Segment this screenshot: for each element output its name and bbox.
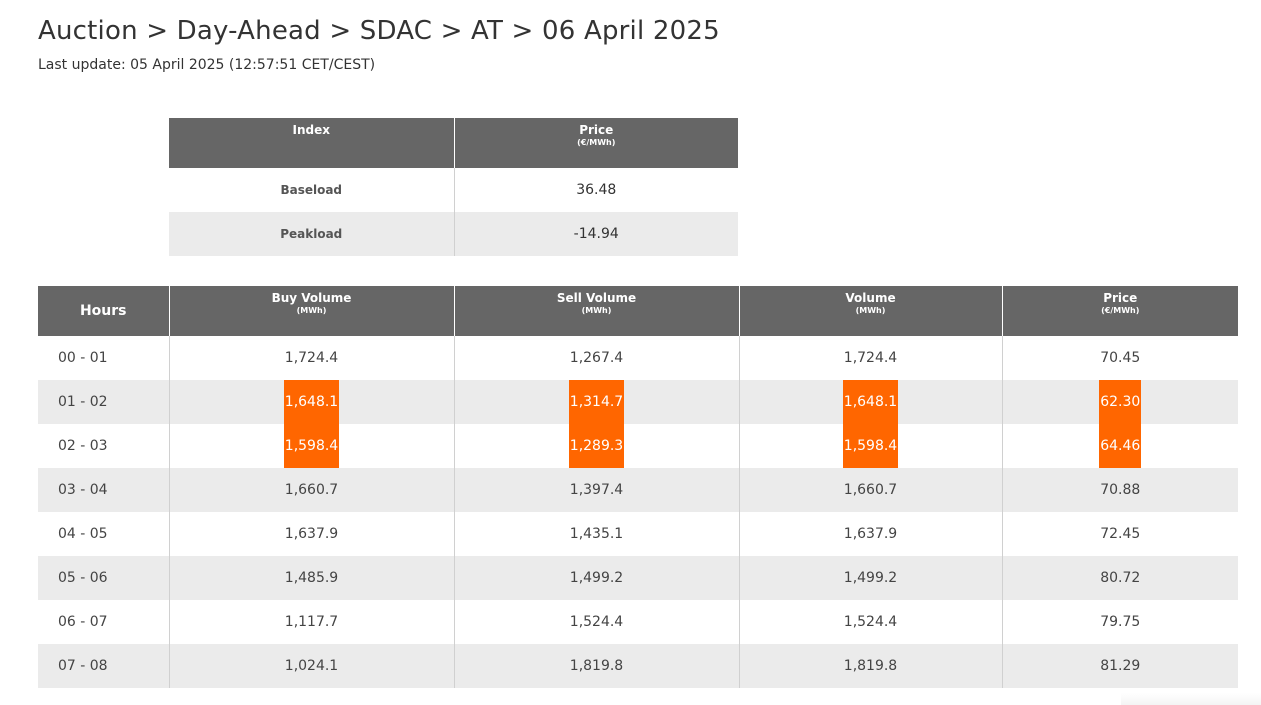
sell-volume-cell: 1,524.4 (454, 600, 740, 644)
volume-cell: 1,598.4 (739, 424, 1003, 468)
header-label: Price (1103, 291, 1138, 305)
volume-cell: 1,819.8 (739, 644, 1003, 688)
table-row: 03 - 04 1,660.7 1,397.4 1,660.7 70.88 (38, 468, 1238, 512)
price-cell: 62.30 (1002, 380, 1238, 424)
hours-cell: 02 - 03 (38, 424, 170, 468)
index-price-cell: -14.94 (454, 212, 738, 256)
scroll-shadow (1121, 693, 1261, 705)
header-label: Volume (845, 291, 896, 305)
header-unit: (€/MWh) (1101, 306, 1140, 315)
buy-volume-cell: 1,637.9 (169, 512, 455, 556)
volume-cell: 1,637.9 (739, 512, 1003, 556)
sell-volume-cell: 1,435.1 (454, 512, 740, 556)
highlighted-value: 1,598.4 (842, 424, 899, 468)
sell-volume-cell: 1,267.4 (454, 336, 740, 380)
sell-volume-cell: 1,314.7 (454, 380, 740, 424)
price-cell: 81.29 (1002, 644, 1238, 688)
header-unit: (MWh) (296, 306, 327, 315)
index-name-cell: Baseload (169, 168, 455, 212)
index-row-peakload: Peakload -14.94 (169, 212, 738, 256)
sell-volume-cell: 1,289.3 (454, 424, 740, 468)
buy-volume-cell: 1,660.7 (169, 468, 455, 512)
buy-volume-cell: 1,724.4 (169, 336, 455, 380)
hours-cell: 03 - 04 (38, 468, 170, 512)
sell-volume-cell: 1,499.2 (454, 556, 740, 600)
highlighted-value: 1,289.3 (568, 424, 625, 468)
highlighted-value: 62.30 (1099, 380, 1142, 424)
index-table: Index Price (€/MWh) Baseload 36.48 Peakl… (169, 118, 738, 256)
last-update-text: Last update: 05 April 2025 (12:57:51 CET… (38, 57, 376, 73)
buy-volume-cell: 1,117.7 (169, 600, 455, 644)
sell-volume-column-header: Sell Volume (MWh) (454, 286, 740, 336)
table-row: 00 - 01 1,724.4 1,267.4 1,724.4 70.45 (38, 336, 1238, 380)
table-row: 06 - 07 1,117.7 1,524.4 1,524.4 79.75 (38, 600, 1238, 644)
buy-volume-cell: 1,024.1 (169, 644, 455, 688)
header-unit: (MWh) (581, 306, 612, 315)
price-cell: 72.45 (1100, 526, 1141, 542)
table-row: 02 - 03 1,598.4 1,289.3 1,598.4 64.46 (38, 424, 1238, 468)
index-price-cell: 36.48 (576, 182, 617, 198)
highlighted-value: 1,648.1 (842, 380, 899, 424)
table-row: 07 - 08 1,024.1 1,819.8 1,819.8 81.29 (38, 644, 1238, 688)
highlighted-value: 64.46 (1099, 424, 1142, 468)
index-table-header-row: Index Price (€/MWh) (169, 118, 738, 168)
hourly-results-table: Hours Buy Volume (MWh) Sell Volume (MWh)… (38, 286, 1238, 688)
price-cell: 80.72 (1002, 556, 1238, 600)
volume-cell: 1,524.4 (739, 600, 1003, 644)
hours-cell: 05 - 06 (38, 556, 170, 600)
price-cell: 64.46 (1002, 424, 1238, 468)
table-row: 04 - 05 1,637.9 1,435.1 1,637.9 72.45 (38, 512, 1238, 556)
buy-volume-cell: 1,485.9 (169, 556, 455, 600)
buy-volume-cell: 1,648.1 (169, 380, 455, 424)
volume-cell: 1,499.2 (739, 556, 1003, 600)
hours-cell: 06 - 07 (38, 600, 170, 644)
sell-volume-cell: 1,397.4 (454, 468, 740, 512)
hours-column-header: Hours (38, 286, 170, 336)
volume-column-header: Volume (MWh) (739, 286, 1003, 336)
hours-cell: 04 - 05 (38, 512, 170, 556)
header-label: Buy Volume (271, 291, 352, 305)
breadcrumb: Auction > Day-Ahead > SDAC > AT > 06 Apr… (38, 16, 720, 46)
volume-cell: 1,648.1 (739, 380, 1003, 424)
price-cell: 70.45 (1100, 350, 1141, 366)
hours-table-body: 00 - 01 1,724.4 1,267.4 1,724.4 70.45 01 - 02… (38, 336, 1238, 688)
buy-volume-cell: 1,598.4 (169, 424, 455, 468)
volume-cell: 1,724.4 (739, 336, 1003, 380)
volume-cell: 1,660.7 (739, 468, 1003, 512)
index-row-baseload: Baseload 36.48 (169, 168, 738, 212)
table-row: 05 - 06 1,485.9 1,499.2 1,499.2 80.72 (38, 556, 1238, 600)
hours-cell: 00 - 01 (38, 336, 170, 380)
header-unit: (MWh) (855, 306, 886, 315)
header-label: Index (292, 123, 330, 137)
index-column-header: Index (169, 118, 455, 168)
index-name-cell: Peakload (169, 212, 455, 256)
highlighted-value: 1,314.7 (568, 380, 625, 424)
header-label: Price (579, 123, 614, 137)
sell-volume-cell: 1,819.8 (454, 644, 740, 688)
hours-cell: 07 - 08 (38, 644, 170, 688)
price-column-header: Price (€/MWh) (1002, 286, 1238, 336)
hours-table-header-row: Hours Buy Volume (MWh) Sell Volume (MWh)… (38, 286, 1238, 336)
buy-volume-column-header: Buy Volume (MWh) (169, 286, 455, 336)
highlighted-value: 1,648.1 (283, 380, 340, 424)
highlighted-value: 1,598.4 (283, 424, 340, 468)
price-cell: 79.75 (1100, 614, 1141, 630)
header-label: Sell Volume (556, 291, 637, 305)
table-row: 01 - 02 1,648.1 1,314.7 1,648.1 62.30 (38, 380, 1238, 424)
price-column-header: Price (€/MWh) (454, 118, 738, 168)
price-cell: 70.88 (1002, 468, 1238, 512)
header-unit: (€/MWh) (577, 138, 616, 147)
hours-cell: 01 - 02 (38, 380, 170, 424)
